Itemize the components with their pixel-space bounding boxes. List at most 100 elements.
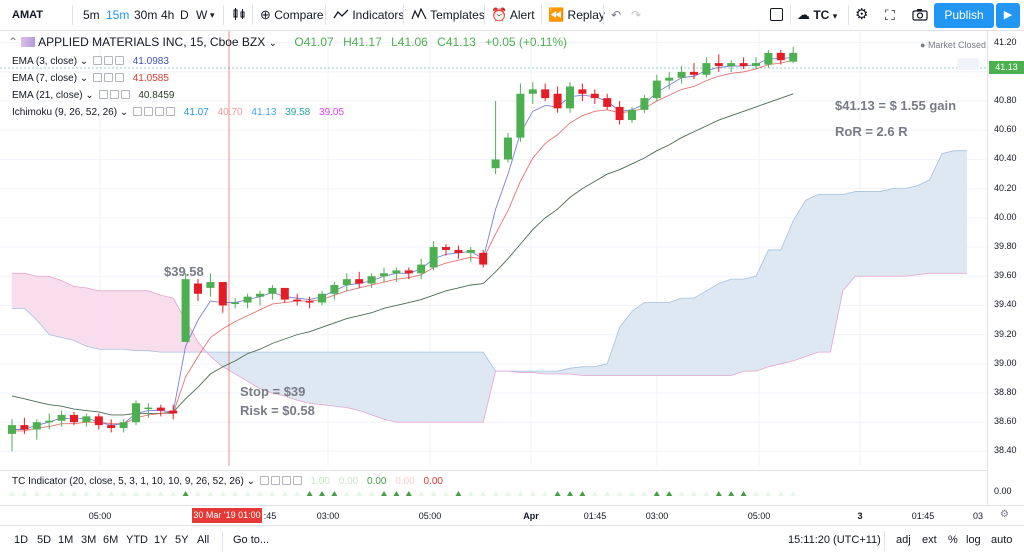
replay-label: Replay [567, 8, 605, 22]
range-3m[interactable]: 3M [81, 534, 97, 546]
interval-15m[interactable]: 15m [106, 8, 130, 22]
templates-label: Templates [430, 8, 485, 22]
interval-w[interactable]: W [196, 8, 208, 22]
time-axis[interactable]: 05:00 30 Mar '19 01:00 :45 03:00 05:00 A… [0, 505, 1024, 525]
eye-icon[interactable] [133, 107, 142, 116]
symbol-search[interactable]: AMAT [12, 9, 43, 21]
pane-buttons[interactable] [957, 58, 979, 70]
range-1d[interactable]: 1D [14, 534, 29, 546]
toggle-ext[interactable]: ext [922, 534, 937, 546]
time-label: Apr [523, 511, 539, 521]
toggle-log[interactable]: log [966, 534, 981, 546]
study-ema21[interactable]: EMA (21, close) ⌄ 40.8459 [12, 90, 175, 101]
study-ema7[interactable]: EMA (7, close) ⌄ 41.0585 [12, 73, 169, 84]
study-ema3[interactable]: EMA (3, close) ⌄ 41.0983 [12, 56, 169, 67]
close-icon[interactable] [114, 56, 124, 65]
clock-time[interactable]: 15:11:20 (UTC+11) [788, 534, 881, 546]
tc-neutral-marker [257, 491, 263, 496]
candle-body [8, 425, 16, 434]
collapse-chevron-icon[interactable]: ⌃ [8, 35, 19, 49]
candle-body [45, 420, 54, 423]
cloud-segment [110, 290, 124, 350]
cloud-segment [346, 351, 360, 411]
account-button[interactable]: ☁ TC ▾ [797, 0, 837, 30]
range-5d[interactable]: 5D [37, 534, 52, 546]
candle-body [690, 71, 698, 75]
gear-icon[interactable] [270, 476, 280, 485]
candle-body [32, 422, 41, 430]
replay-button[interactable]: ⏪ Replay [548, 0, 605, 30]
play-icon[interactable]: ▶ [996, 3, 1020, 28]
tc-neutral-marker [430, 491, 437, 496]
close-icon[interactable] [114, 73, 124, 82]
camera-icon[interactable] [912, 0, 928, 30]
interval-30m[interactable]: 30m [134, 8, 158, 22]
gear-icon[interactable] [144, 107, 153, 116]
price-chart[interactable] [0, 31, 987, 466]
goto-button[interactable]: Go to... [233, 534, 270, 546]
templates-button[interactable]: Templates [411, 0, 485, 30]
layout-square-icon[interactable] [770, 0, 783, 30]
price-tick-label: 39.80 [994, 241, 1017, 252]
cloud-segment [718, 278, 732, 376]
indicators-button[interactable]: Indicators [333, 0, 404, 30]
toggle-adj[interactable]: adj [896, 534, 911, 546]
study-ichimoku[interactable]: Ichimoku (9, 26, 52, 26) ⌄ 41.07 40.70 4… [12, 107, 345, 118]
gear-icon[interactable] [103, 73, 113, 82]
undo-icon[interactable]: ↶ [611, 8, 622, 22]
chevron-down-icon[interactable]: ⌄ [268, 38, 278, 49]
tc-indicator-pane[interactable]: TC Indicator (20, close, 5, 3, 1, 10, 10… [0, 470, 987, 505]
range-all[interactable]: All [197, 534, 210, 546]
eye-icon[interactable] [259, 476, 269, 485]
compare-label: Compare [274, 8, 324, 22]
cloud-segment [730, 278, 744, 376]
close-icon[interactable] [120, 90, 130, 99]
interval-4h[interactable]: 4h [161, 8, 175, 22]
market-status-label: Market Closed [927, 40, 986, 50]
cloud-segment [234, 351, 248, 382]
range-6m[interactable]: 6M [103, 534, 119, 546]
cloud-segment [644, 302, 658, 376]
tc-neutral-marker [356, 491, 363, 496]
tc-buy-arrow [740, 491, 747, 496]
gear-icon[interactable]: ⚙ [855, 6, 869, 23]
candle-type-icon[interactable] [232, 0, 246, 30]
price-axis[interactable]: 41.2041.0040.8040.6040.4040.2040.0039.80… [987, 31, 1024, 505]
range-5y[interactable]: 5Y [175, 534, 189, 546]
close-icon[interactable] [292, 476, 302, 485]
candle-body [367, 276, 376, 284]
publish-button[interactable]: Publish [934, 3, 994, 28]
gear-icon[interactable] [109, 90, 119, 99]
toolbar-divider [790, 5, 791, 25]
tc-value: 0.00 [395, 476, 415, 487]
alert-button[interactable]: ⏰ Alert [491, 0, 535, 30]
range-1m[interactable]: 1M [58, 534, 74, 546]
range-1y[interactable]: 1Y [154, 534, 168, 546]
compare-button[interactable]: ⊕ Compare [260, 0, 324, 30]
fullscreen-icon[interactable]: ⛶ [885, 7, 895, 23]
candle-body [590, 93, 599, 99]
tc-buy-arrow [306, 491, 313, 496]
code-icon[interactable] [155, 107, 164, 116]
code-icon[interactable] [281, 476, 291, 485]
gear-icon[interactable] [103, 56, 113, 65]
settings-gear-icon[interactable]: ⚙ [1000, 509, 1009, 520]
range-ytd[interactable]: YTD [126, 534, 148, 546]
interval-chevron-down-icon[interactable]: ▾ [210, 10, 215, 20]
cloud-segment [383, 351, 397, 423]
tc-neutral-marker [753, 491, 759, 496]
eye-icon[interactable] [98, 90, 108, 99]
redo-icon[interactable]: ↷ [631, 8, 642, 22]
tc-neutral-marker [492, 491, 499, 496]
close-icon[interactable] [166, 107, 175, 116]
bottom-toolbar: 1D 5D 1M 3M 6M YTD 1Y 5Y All Go to... 15… [0, 525, 1024, 555]
study-value: 41.07 [183, 107, 209, 118]
interval-d[interactable]: D [180, 8, 189, 22]
candle-body [640, 98, 649, 110]
interval-5m[interactable]: 5m [83, 8, 100, 22]
toggle-percent[interactable]: % [948, 534, 958, 546]
toggle-auto[interactable]: auto [991, 534, 1013, 546]
price-tick-label: 39.40 [994, 299, 1017, 310]
eye-icon[interactable] [92, 73, 102, 82]
eye-icon[interactable] [92, 56, 102, 65]
